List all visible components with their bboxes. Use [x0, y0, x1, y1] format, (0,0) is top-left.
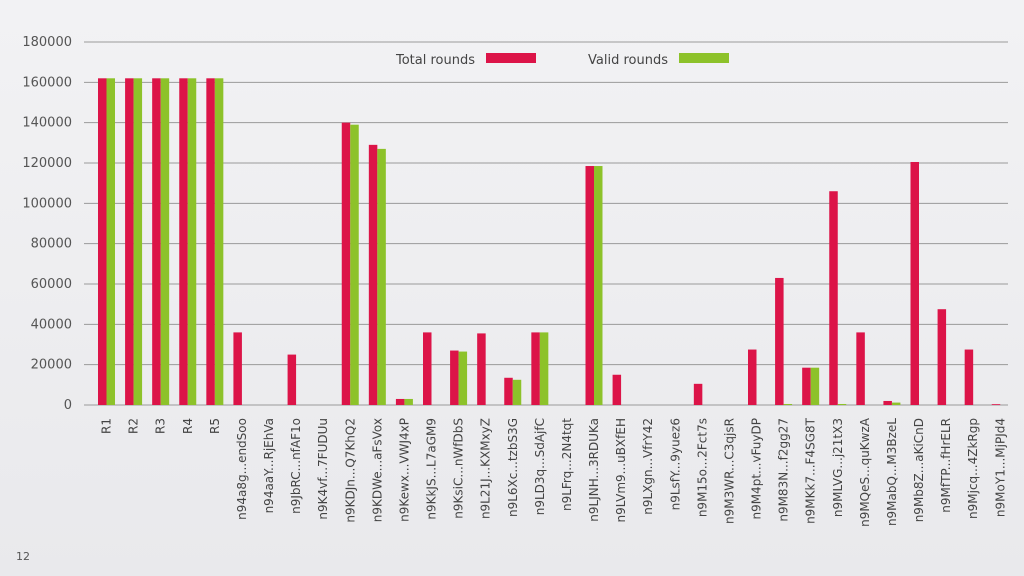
bar-valid-rounds [458, 351, 468, 405]
bar-total-rounds [395, 398, 405, 405]
bar-valid-rounds [377, 148, 386, 405]
bar-valid-rounds [160, 78, 170, 406]
bar-valid-rounds [187, 78, 197, 406]
x-tick-label: n9LFrq...2N4tqt [560, 418, 574, 511]
y-tick-label: 160000 [22, 75, 72, 90]
x-tick-label: n9M3WR...C3qjsR [722, 418, 736, 524]
bar-total-rounds [883, 400, 892, 405]
y-tick-label: 140000 [22, 116, 72, 131]
y-tick-label: 0 [64, 398, 72, 413]
bar-valid-rounds [512, 379, 522, 405]
x-tick-label: n94aaY...RjEhVa [262, 418, 276, 513]
x-tick-label: n9MKk7...F4SG8T [804, 417, 818, 524]
bar-valid-rounds [594, 166, 603, 405]
x-tick-label: n9LXgn...VfrY42 [641, 418, 655, 515]
y-tick-label: 180000 [22, 35, 72, 50]
bar-total-rounds [910, 161, 919, 405]
x-tick-label: n9Mjcq...4ZkRgp [966, 418, 980, 519]
bar-total-rounds [775, 277, 784, 405]
bar-total-rounds [748, 349, 757, 405]
bar-total-rounds [287, 354, 297, 405]
legend-label-total: Total rounds [395, 53, 475, 68]
bar-total-rounds [693, 383, 703, 405]
bar-total-rounds [179, 78, 188, 406]
x-tick-label: R2 [127, 418, 141, 434]
bar-valid-rounds [350, 124, 359, 405]
bar-valid-rounds [837, 403, 847, 405]
x-tick-label: n9L6Xc...tzbS3G [506, 418, 520, 517]
bar-valid-rounds [133, 78, 143, 406]
bar-total-rounds [504, 377, 513, 405]
y-tick-label: 120000 [22, 156, 72, 171]
bar-valid-rounds [810, 367, 820, 405]
bar-total-rounds [531, 332, 540, 405]
x-tick-label: n9LJNH...3RDUKa [587, 418, 601, 522]
bar-total-rounds [206, 78, 215, 406]
x-tick-label: n9LVm9...uBXfEH [614, 418, 628, 522]
bar-valid-rounds [404, 398, 413, 405]
x-tick-label: n9KsiC...nWfDbS [452, 418, 466, 519]
bar-total-rounds [341, 122, 351, 406]
y-tick-label: 80000 [31, 237, 72, 252]
bar-valid-rounds [106, 78, 115, 406]
bar-total-rounds [450, 350, 459, 405]
bar-total-rounds [152, 78, 161, 406]
bar-total-rounds [991, 404, 1001, 405]
page-number: 12 [16, 550, 30, 563]
x-tick-label: R5 [208, 418, 222, 434]
bar-total-rounds [829, 191, 838, 405]
bar-total-rounds [856, 332, 865, 405]
y-tick-label: 40000 [31, 317, 72, 332]
x-tick-label: n94a8g...endSoo [235, 418, 249, 520]
x-tick-label: R1 [100, 418, 114, 434]
bar-total-rounds [937, 309, 947, 405]
x-tick-label: n9M4pt...vFuyDP [750, 418, 764, 520]
bar-valid-rounds [783, 403, 793, 405]
x-tick-label: n9Kewx...VWJ4xP [397, 418, 411, 522]
legend-label-valid: Valid rounds [588, 53, 668, 68]
bar-total-rounds [964, 349, 974, 405]
x-tick-label: n9KDJn...Q7KhQ2 [343, 418, 357, 523]
x-tick-label: n9MoY1...MjPJd4 [993, 418, 1007, 517]
x-tick-label: n9JbRC...nfAF1o [289, 418, 303, 514]
legend-swatch-total [486, 53, 536, 63]
x-axis-ticks: R1 R2 R3 R4 R5 n94a8g...endSoo n94aaY...RjEhVa… [100, 417, 1008, 527]
x-tick-label: n9Mb8Z...aKiCnD [912, 418, 926, 522]
bar-total-rounds [585, 166, 594, 405]
x-tick-label: R4 [181, 418, 195, 434]
y-tick-label: 20000 [31, 358, 72, 373]
x-tick-label: n9K4vf...7FUDUu [316, 418, 330, 520]
y-tick-label: 100000 [22, 196, 72, 211]
bar-total-rounds [477, 333, 486, 405]
legend: Total rounds Valid rounds [395, 53, 729, 68]
x-tick-label: n9KkJS...L7aGM9 [425, 418, 439, 520]
bar-total-rounds [125, 78, 134, 406]
bar-valid-rounds [214, 78, 224, 406]
x-tick-label: n9KDWe...aFsVox [370, 418, 384, 522]
bar-total-rounds [233, 332, 242, 405]
bars [98, 78, 1001, 406]
y-axis-ticks: 0 20000 40000 60000 80000 100000 120000 140000 1… [22, 35, 72, 413]
x-tick-label: n9M15o...2Fct7s [695, 418, 709, 517]
bar-valid-rounds [891, 402, 901, 405]
legend-swatch-valid [679, 53, 729, 63]
bar-total-rounds [802, 367, 811, 405]
x-tick-label: n9MfTP...fHrELR [939, 418, 953, 513]
bar-total-rounds [423, 332, 432, 405]
x-tick-label: n9MabQ...M3BzeL [885, 418, 899, 526]
bar-total-rounds [368, 144, 378, 405]
bar-valid-rounds [539, 332, 549, 405]
x-tick-label: n9MLVG...j21tX3 [831, 418, 845, 517]
x-tick-label: n9MQeS...quKwzA [858, 417, 872, 527]
bar-total-rounds [612, 374, 622, 405]
y-tick-label: 60000 [31, 277, 72, 292]
x-tick-label: R3 [154, 418, 168, 434]
bar-total-rounds [98, 78, 107, 406]
x-tick-label: n9L21J...KXMxyZ [479, 418, 493, 519]
x-tick-label: n9M83N...f2gg27 [777, 418, 791, 522]
x-tick-label: n9LD3q...SdAjfC [533, 418, 547, 515]
x-tick-label: n9LsfY...9yuez6 [668, 418, 682, 510]
